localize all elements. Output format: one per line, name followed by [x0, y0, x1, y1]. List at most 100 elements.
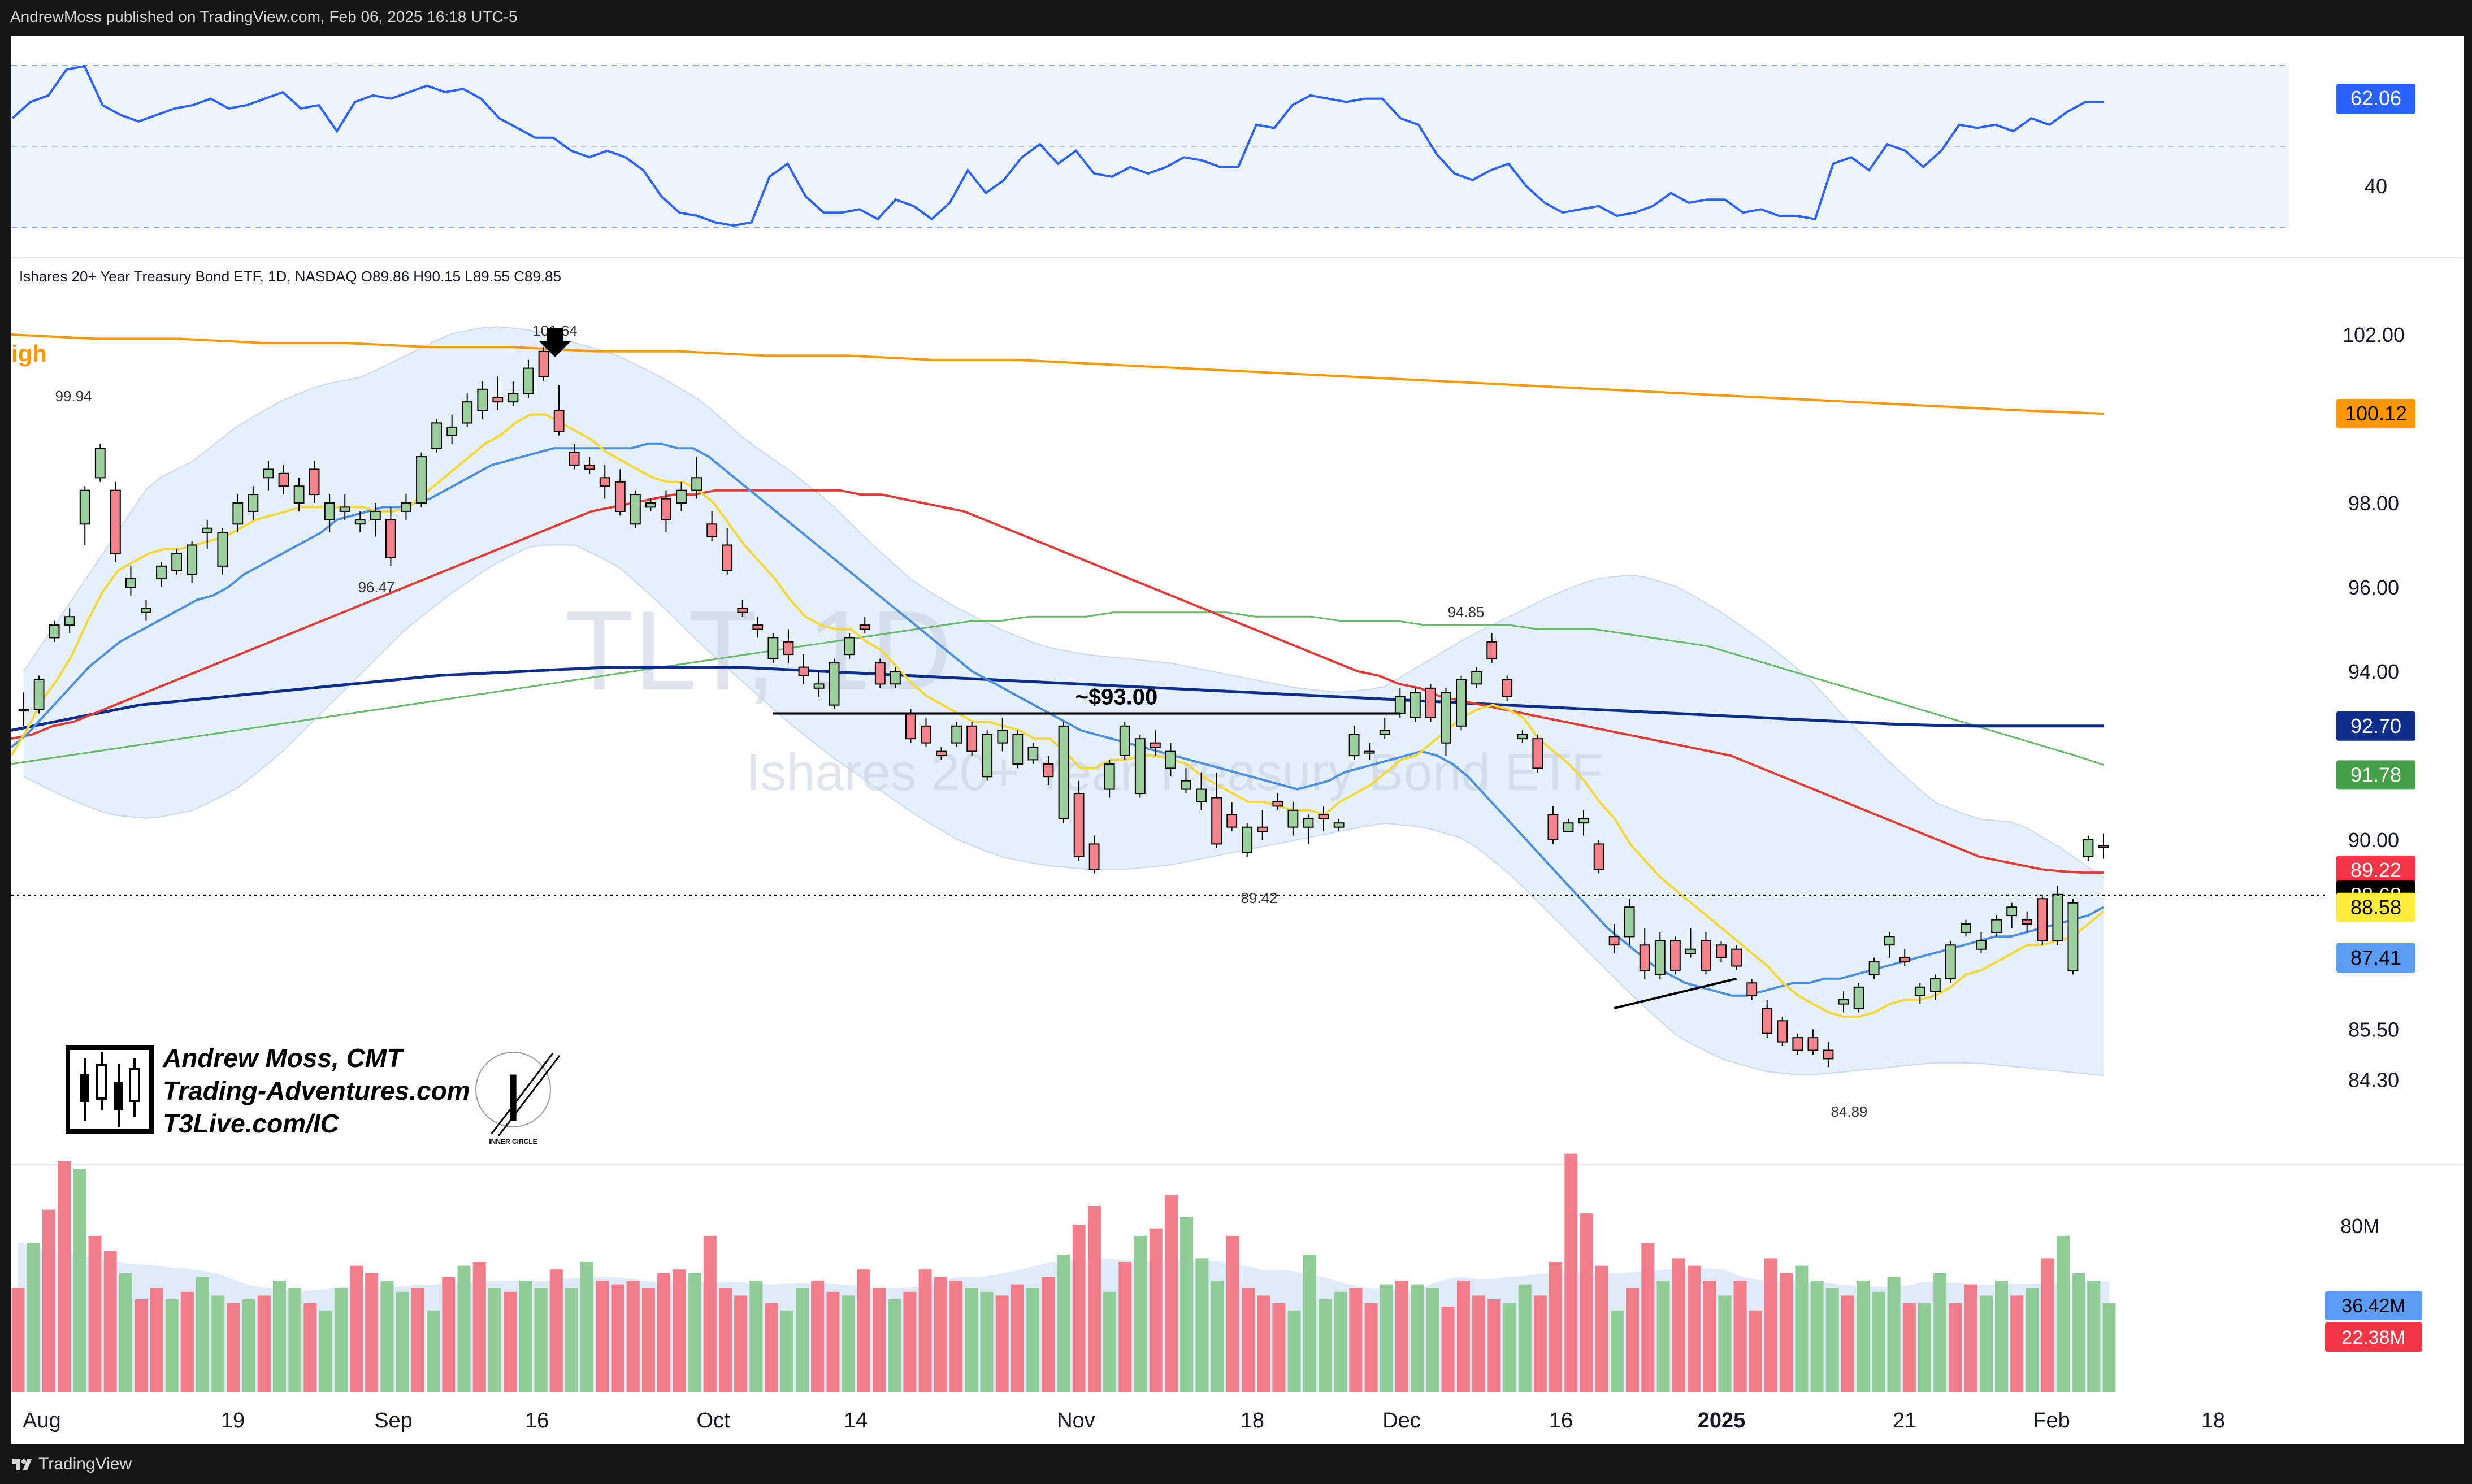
volume-bar	[273, 1281, 286, 1392]
volume-bar	[1580, 1213, 1593, 1392]
candle	[661, 490, 671, 533]
candle-body	[1547, 814, 1559, 841]
volume-bar	[1149, 1228, 1163, 1392]
volume-bar	[1072, 1225, 1086, 1392]
candle	[1012, 730, 1024, 769]
time-tick: 18	[2201, 1409, 2225, 1433]
candle	[462, 393, 473, 427]
volume-bar	[1242, 1288, 1255, 1392]
volume-bar	[857, 1269, 870, 1392]
volume-bar	[1364, 1303, 1378, 1392]
candle-body	[1242, 826, 1253, 853]
candle	[2067, 899, 2079, 975]
candle	[1211, 772, 1222, 848]
candle-body	[936, 750, 947, 756]
tradingview-footer: TradingView	[0, 1444, 2472, 1484]
volume-bar	[196, 1277, 209, 1392]
tradingview-logo-icon[interactable]	[12, 1456, 32, 1472]
candle	[1777, 1016, 1788, 1047]
rsi-line	[11, 64, 2104, 227]
candle	[1379, 717, 1390, 739]
volume-bar	[980, 1291, 994, 1392]
volume-bar	[1902, 1303, 1916, 1392]
candle	[645, 498, 656, 511]
candle-body	[2006, 906, 2018, 917]
volume-bar	[2026, 1288, 2039, 1392]
candle-body	[1181, 780, 1191, 790]
candle-body	[569, 452, 580, 466]
candle	[1639, 928, 1650, 979]
time-tick: 16	[525, 1409, 549, 1433]
volume-bars	[11, 1153, 2116, 1392]
candle	[767, 633, 779, 663]
time-tick: 21	[1893, 1409, 1916, 1433]
volume-bar	[1672, 1258, 1685, 1392]
candle-body	[584, 464, 595, 470]
chart-area[interactable]: 62.06 40 TLT, 1D Ishares 20+ Year Treasu…	[10, 36, 2464, 1444]
volume-bar	[1319, 1299, 1332, 1392]
candle-body	[661, 498, 671, 520]
candle-body	[859, 624, 870, 630]
trend-line[interactable]	[1614, 977, 1737, 1009]
candle-body	[1119, 725, 1130, 757]
volume-bar	[42, 1209, 55, 1392]
volume-bar	[1872, 1291, 1885, 1392]
candle-body	[2052, 893, 2063, 941]
candle-body	[1104, 763, 1115, 790]
chart-svg[interactable]: 62.06 40 TLT, 1D Ishares 20+ Year Treasu…	[10, 36, 2464, 1444]
candle	[125, 566, 136, 596]
volume-bar	[1164, 1195, 1178, 1392]
candle	[1364, 743, 1375, 760]
volume-avg-box	[2325, 1291, 2422, 1320]
candle	[79, 486, 90, 545]
volume-bar	[1380, 1284, 1393, 1392]
volume-avg-label: 36.42M	[2341, 1295, 2405, 1317]
volume-bar	[1011, 1284, 1024, 1392]
volume-bar	[350, 1265, 363, 1392]
candle	[2037, 894, 2048, 945]
rsi-pane: 62.06 40	[11, 64, 2415, 228]
candle	[1853, 983, 1864, 1013]
candle	[64, 608, 75, 633]
price-label-box	[2336, 892, 2415, 922]
volume-bar	[1042, 1277, 1055, 1392]
volume-last-box	[2325, 1322, 2422, 1352]
price-label: 87.41	[2336, 943, 2415, 973]
volume-bar	[657, 1273, 671, 1392]
volume-bar	[1441, 1307, 1455, 1392]
time-tick: Feb	[2033, 1409, 2070, 1433]
candle-body	[1685, 948, 1696, 954]
candle	[1073, 780, 1085, 861]
candle-body	[921, 725, 931, 744]
volume-bar	[227, 1303, 240, 1392]
candle	[293, 478, 305, 511]
candle	[171, 549, 183, 575]
candle-body	[1823, 1049, 1834, 1060]
price-label-box	[2336, 943, 2415, 973]
candle-body	[171, 553, 183, 571]
volume-bar	[826, 1291, 840, 1392]
volume-bar	[519, 1281, 532, 1392]
volume-bar	[596, 1281, 609, 1392]
price-label-box	[2336, 856, 2415, 886]
tradingview-brand[interactable]: TradingView	[38, 1455, 132, 1473]
volume-bar	[1549, 1262, 1563, 1392]
price-legend: Ishares 20+ Year Treasury Bond ETF, 1D, …	[19, 268, 561, 285]
volume-bar	[1303, 1254, 1316, 1392]
volume-bar	[411, 1288, 424, 1392]
candle-body	[1043, 763, 1054, 778]
price-label-text: 89.22	[2350, 858, 2401, 882]
volume-bar	[796, 1288, 809, 1392]
candle	[401, 494, 411, 520]
brand-candle-icon	[80, 1052, 140, 1127]
volume-bar	[165, 1299, 179, 1392]
inner-circle-text: INNER CIRCLE	[489, 1138, 537, 1145]
candle-body	[431, 422, 443, 449]
candle	[354, 511, 366, 533]
candle-body	[630, 494, 641, 525]
volume-bar	[135, 1299, 148, 1392]
candle	[1593, 840, 1604, 874]
candle	[1134, 734, 1146, 798]
candle	[1884, 932, 1895, 958]
